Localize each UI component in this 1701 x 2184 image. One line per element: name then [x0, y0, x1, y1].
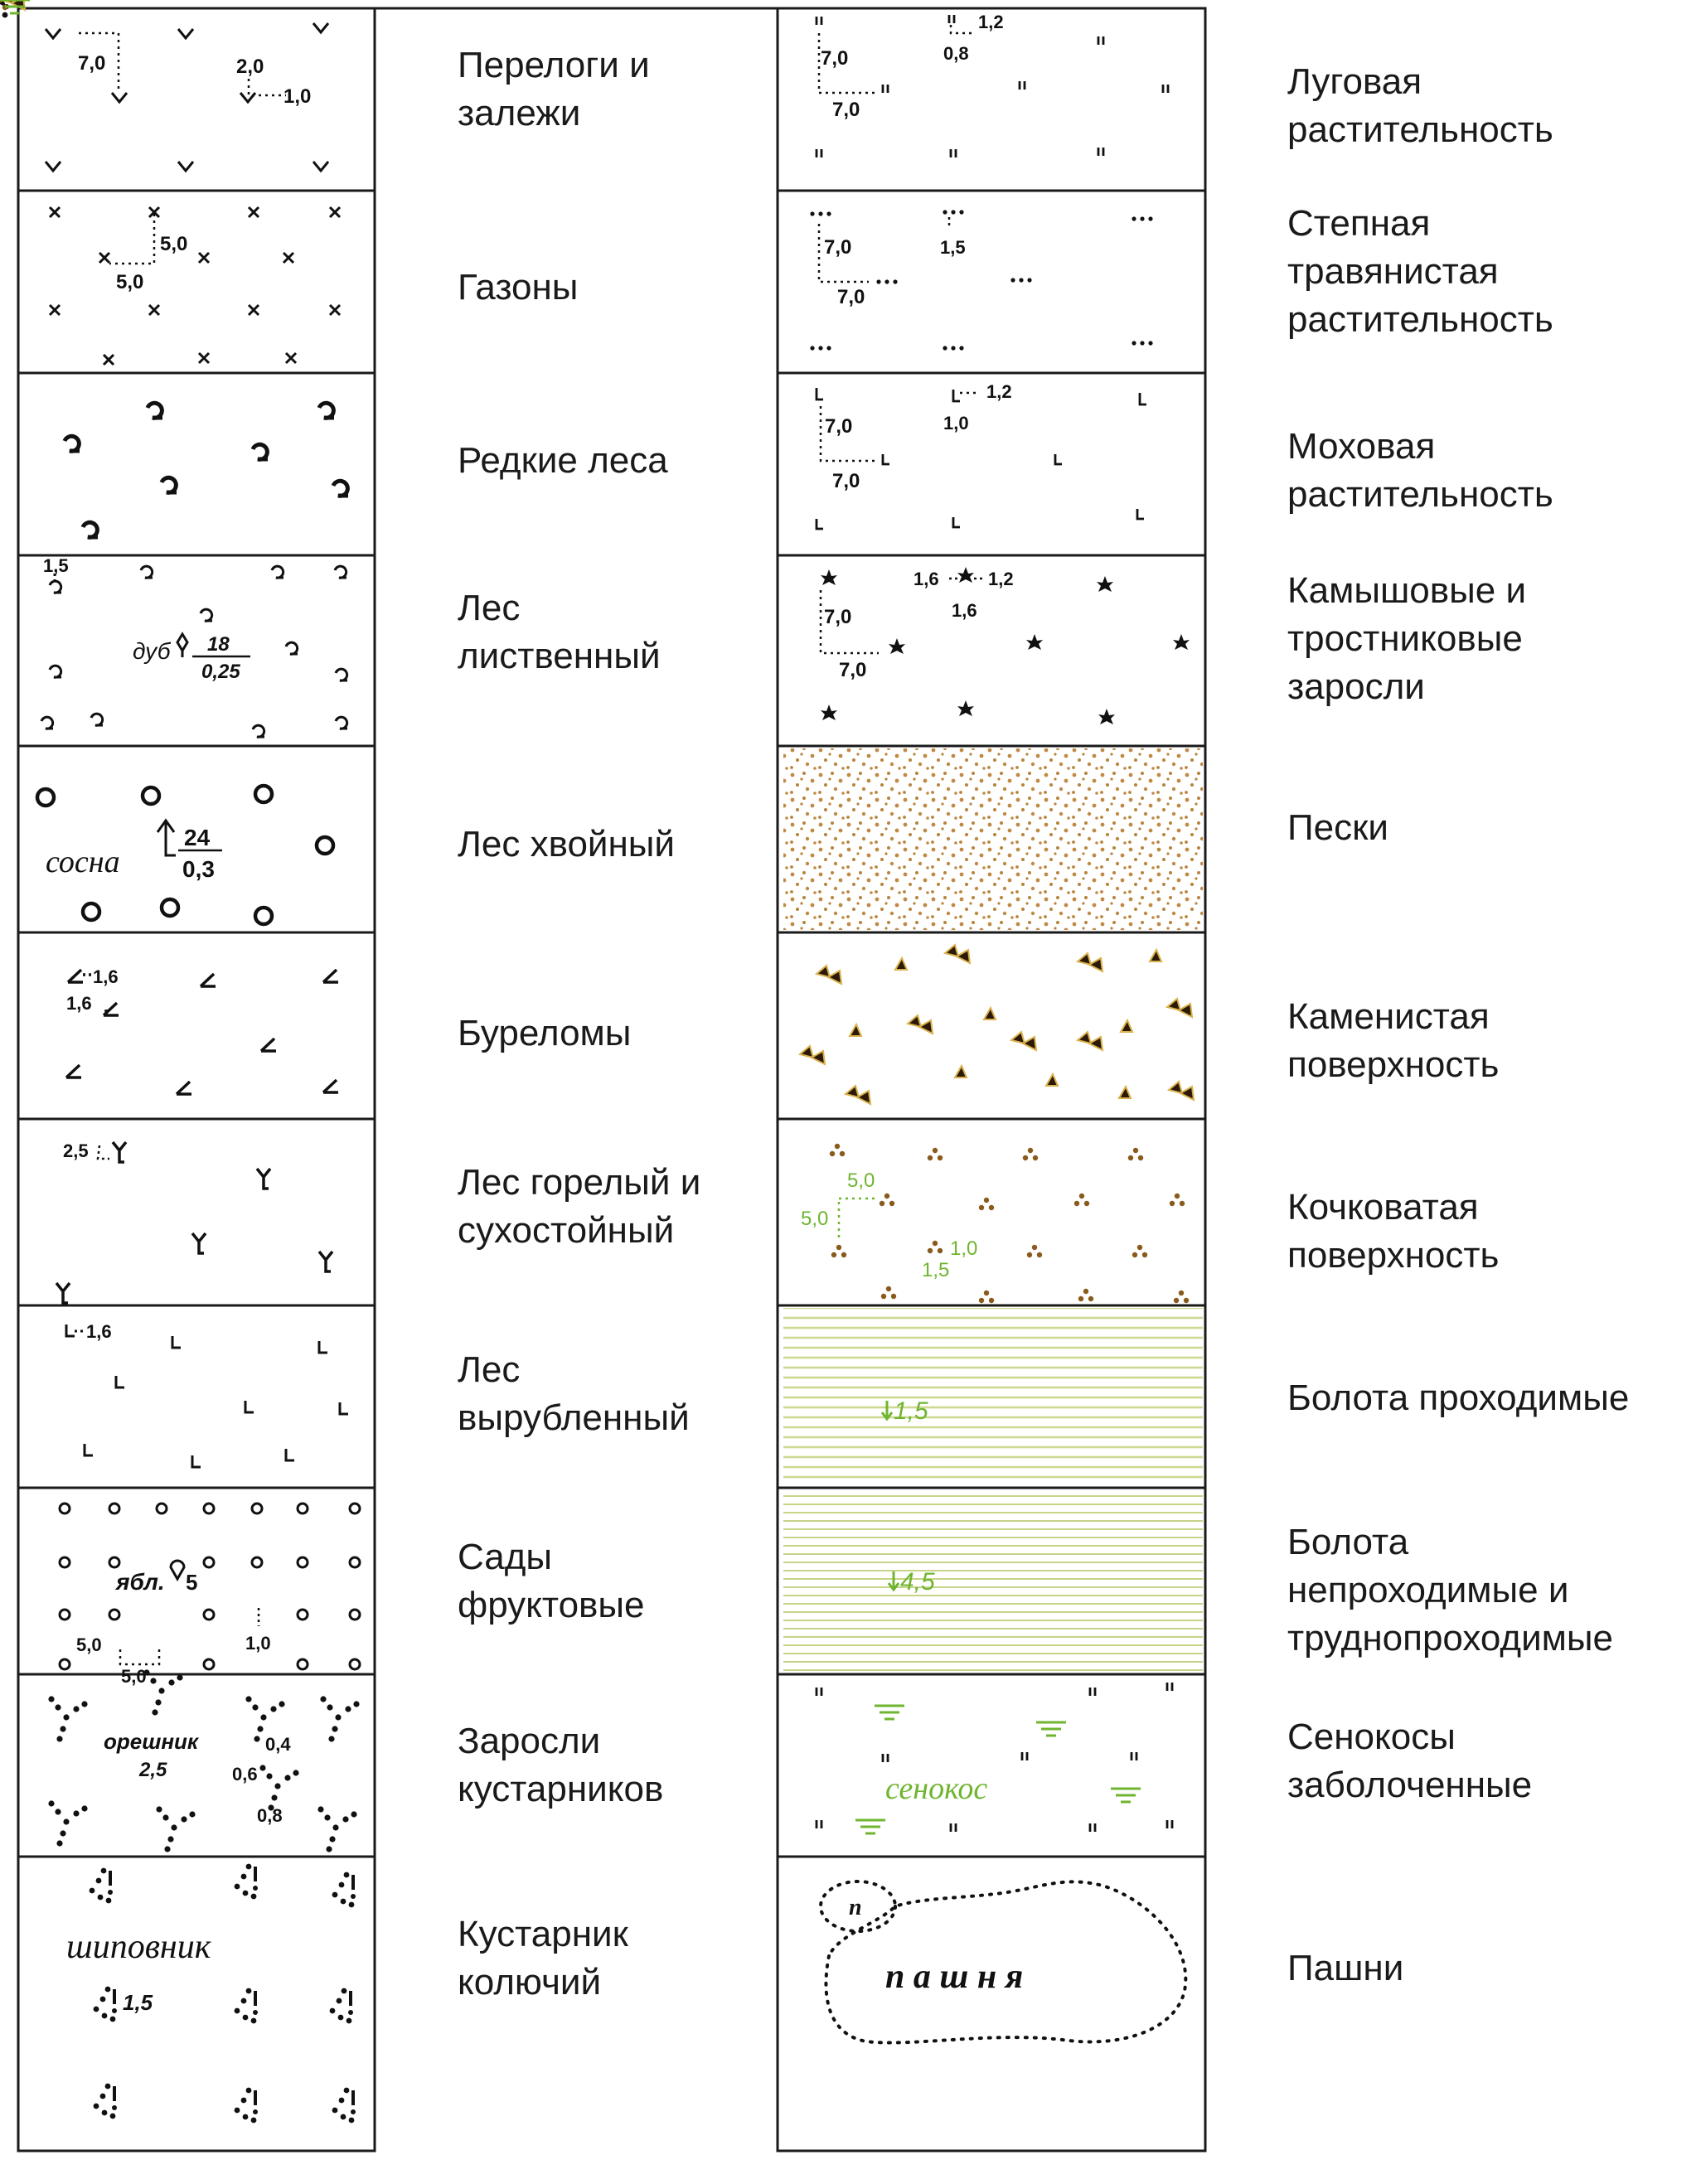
label-orchards: Сады фруктовые	[458, 1537, 645, 1625]
label-clearcut: Лес вырубленный	[458, 1349, 690, 1438]
label-shrubs: Заросли кустарников	[458, 1721, 664, 1809]
impassable-swamp-fig: 4,5	[900, 1568, 935, 1596]
impassable-swamp-symbol	[783, 1490, 1203, 1672]
orchard-fig-3: 5,0	[121, 1666, 147, 1687]
fallow-symbol	[44, 22, 330, 173]
lawn-fig-2: 5,0	[116, 271, 143, 293]
hummock-fig-4: 1,5	[922, 1259, 949, 1281]
passable-swamp-symbol	[783, 1308, 1203, 1485]
moss-fig-2: 1,0	[943, 413, 969, 433]
arable-symbol	[819, 1880, 1188, 2045]
arable-word: п а ш н я	[885, 1958, 1023, 1996]
rocky-symbol	[0, 0, 1195, 1105]
label-sands: Пески	[1287, 807, 1388, 848]
label-steppe: Степная травянистая растительность	[1287, 203, 1553, 340]
moss-fig-4: 7,0	[832, 470, 860, 492]
meadow-fig-2: 0,8	[943, 43, 969, 64]
windfall-fig-2: 1,6	[66, 993, 92, 1014]
decid-height: 18	[207, 633, 230, 656]
orchard-fig-1: 5	[186, 1570, 197, 1595]
shrub-species: орешник	[104, 1729, 200, 1754]
shrub-fig-3: 0,8	[257, 1805, 283, 1826]
fallow-fig-1: 7,0	[78, 52, 105, 75]
passable-swamp-fig: 1,5	[894, 1397, 928, 1425]
moss-fig-1: 1,2	[986, 381, 1012, 402]
label-sparse-forest: Редкие леса	[458, 440, 668, 481]
moss-symbol	[815, 388, 1146, 530]
label-reeds: Камышовые и тростниковые заросли	[1287, 570, 1527, 707]
orchard-symbol	[58, 1502, 361, 1671]
sand-fill	[783, 748, 1203, 930]
shrub-fig-2: 0,6	[232, 1764, 258, 1784]
conifer-forest-symbol	[35, 783, 336, 927]
grid	[17, 7, 1207, 2153]
moss-fig-3: 7,0	[825, 415, 852, 438]
shrub-height: 2,5	[138, 1759, 167, 1781]
windfall-fig-1: 1,6	[93, 966, 119, 987]
decid-species: дуб	[133, 638, 172, 664]
fallow-fig-3: 1,0	[284, 85, 311, 108]
arable-small-label: п	[849, 1895, 862, 1920]
hummock-fig-3: 1,0	[950, 1237, 977, 1260]
clearcut-symbol	[65, 1324, 348, 1469]
label-burnt: Лес горелый и сухостойный	[458, 1162, 701, 1251]
orchard-species: ябл.	[114, 1569, 165, 1595]
fallow-fig-2: 2,0	[236, 56, 264, 78]
label-moss: Моховая растительность	[1287, 426, 1553, 515]
label-rocky: Каменистая поверхность	[1287, 996, 1500, 1085]
shrub-fig-1: 0,4	[265, 1734, 291, 1755]
label-hummocky: Кочковатая поверхность	[1287, 1187, 1500, 1276]
reed-fig-4: 7,0	[824, 606, 851, 628]
conifer-species: сосна	[46, 845, 120, 879]
reed-fig-3: 1,6	[952, 600, 977, 621]
label-windfall: Буреломы	[458, 1013, 632, 1053]
windfall-symbol	[65, 968, 338, 1096]
thorny-species: шиповник	[66, 1928, 211, 1966]
meadow-fig-3: 7,0	[821, 47, 848, 70]
steppe-fig-1: 7,0	[824, 236, 851, 259]
thorny-height: 1,5	[123, 1990, 153, 2015]
label-impassable-swamp: Болота непроходимые и труднопроходимые	[1287, 1522, 1613, 1659]
orchard-fig-4: 1,0	[245, 1633, 271, 1654]
meadow-fig-1: 1,2	[978, 12, 1004, 32]
burnt-fig-1: 2,5	[63, 1140, 89, 1161]
label-lawns: Газоны	[458, 267, 579, 308]
sparse-forest-symbol	[62, 400, 350, 540]
wet-hayfield-symbol	[0, 0, 1174, 1835]
label-passable-swamp: Болота проходимые	[1287, 1378, 1630, 1418]
deciduous-forest-symbol	[40, 564, 349, 738]
reed-fig-2: 1,2	[988, 569, 1014, 589]
reed-fig-1: 1,6	[914, 569, 939, 589]
label-conifer: Лес хвойный	[458, 824, 676, 864]
lawn-fig-1: 5,0	[160, 233, 187, 255]
label-thorny: Кустарник колючий	[458, 1914, 628, 2002]
label-fallow: Перелоги и залежи	[458, 45, 650, 133]
label-wet-hayfields: Сенокосы заболоченные	[1287, 1717, 1533, 1805]
steppe-fig-3: 7,0	[837, 286, 865, 308]
hummock-fig-1: 5,0	[847, 1169, 875, 1192]
decid-fig-1: 1,5	[43, 555, 69, 576]
meadow-fig-4: 7,0	[832, 99, 860, 121]
clearcut-fig-1: 1,6	[86, 1321, 112, 1342]
orchard-fig-2: 5,0	[76, 1634, 102, 1655]
hummock-fig-2: 5,0	[801, 1208, 828, 1230]
conifer-diam: 0,3	[182, 856, 215, 882]
label-arable: Пашни	[1287, 1948, 1404, 1988]
meadow-symbol	[815, 15, 1170, 157]
label-deciduous: Лес лиственный	[458, 588, 661, 676]
burnt-forest-symbol	[55, 1140, 334, 1305]
reed-fig-5: 7,0	[839, 659, 866, 681]
steppe-fig-2: 1,5	[940, 237, 966, 258]
wet-hayfield-word: сенокос	[885, 1771, 987, 1806]
lawn-symbol	[48, 206, 342, 366]
conifer-height: 24	[184, 825, 211, 850]
decid-diam: 0,25	[201, 661, 240, 683]
label-meadow: Луговая растительность	[1287, 61, 1553, 150]
